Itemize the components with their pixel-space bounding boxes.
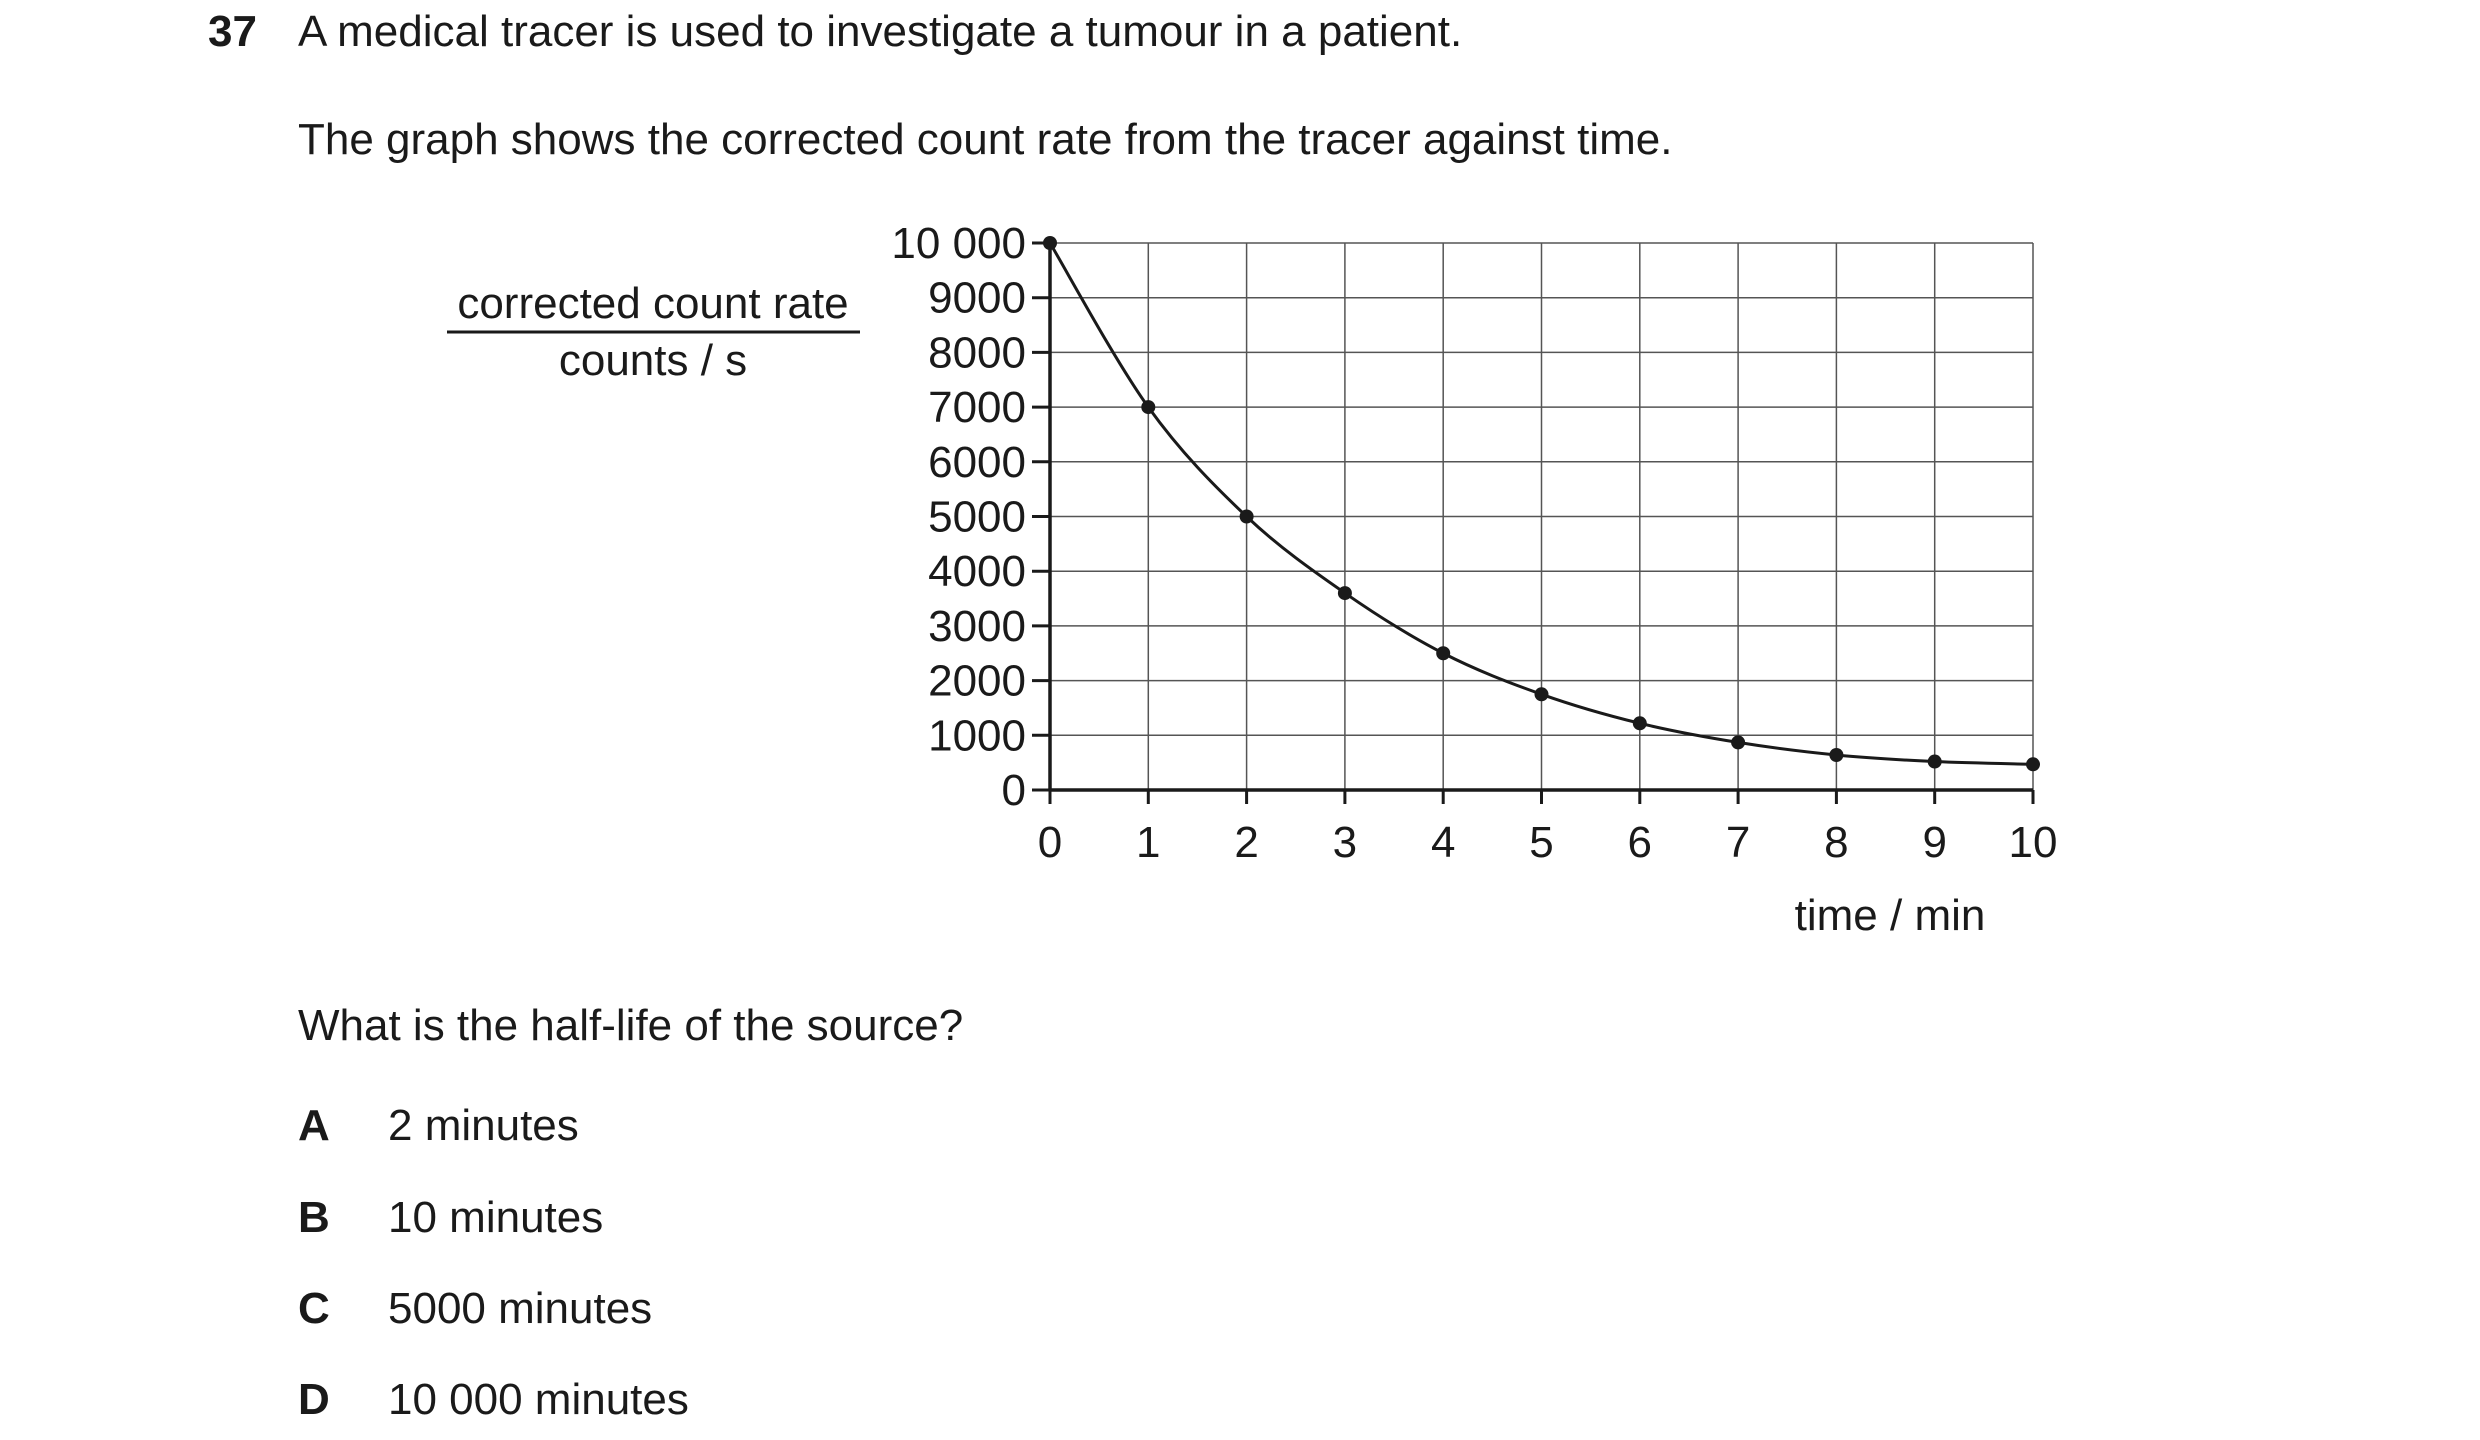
y-tick-label: 2000 — [928, 657, 1026, 706]
option-b: B 10 minutes — [298, 1190, 603, 1246]
chart-grid — [1049, 242, 2034, 791]
x-tick-label: 3 — [1333, 818, 1357, 867]
question-prompt: What is the half-life of the source? — [298, 1001, 964, 1050]
data-point — [1632, 716, 1647, 731]
x-tick-label: 4 — [1431, 818, 1455, 867]
option-letter: B — [298, 1193, 330, 1242]
decay-chart: 0 1000 2000 3000 4000 5000 6000 7000 8000 9000 10 … — [447, 219, 2057, 940]
option-letter: C — [298, 1284, 330, 1333]
option-text: 10 minutes — [388, 1193, 604, 1242]
data-point — [1141, 400, 1156, 415]
data-point — [1337, 586, 1352, 601]
graph-description: The graph shows the corrected count rate… — [298, 115, 1673, 164]
data-point — [1829, 747, 1844, 762]
y-tick-label: 1000 — [928, 711, 1026, 760]
x-tick-label: 7 — [1726, 818, 1750, 867]
chart-curve — [1048, 242, 2034, 766]
question-number: 37 — [208, 7, 257, 56]
option-letter: D — [298, 1375, 330, 1424]
option-text: 5000 minutes — [388, 1284, 653, 1333]
x-axis-title: time / min — [1795, 891, 1986, 940]
y-tick-label: 8000 — [928, 328, 1026, 377]
option-text: 2 minutes — [388, 1101, 579, 1150]
y-tick-label: 7000 — [928, 383, 1026, 432]
chart-axes — [1032, 241, 2035, 804]
x-tick-label: 5 — [1529, 818, 1553, 867]
chart-points — [1043, 236, 2040, 772]
x-tick-label: 1 — [1136, 818, 1160, 867]
y-axis-title: corrected count rate counts / s — [447, 279, 860, 385]
y-tick-label: 4000 — [928, 547, 1026, 596]
x-tick-label: 6 — [1628, 818, 1652, 867]
y-tick-label: 9000 — [928, 274, 1026, 323]
y-tick-label: 3000 — [928, 602, 1026, 651]
y-axis-title-top: corrected count rate — [457, 279, 848, 328]
data-point — [1927, 754, 1942, 769]
y-axis-title-bottom: counts / s — [559, 336, 747, 385]
data-point — [2026, 757, 2040, 772]
data-point — [1239, 509, 1254, 524]
y-tick-label: 6000 — [928, 438, 1026, 487]
option-letter: A — [298, 1101, 330, 1150]
data-point — [1436, 646, 1451, 661]
data-point — [1731, 735, 1746, 750]
option-d: D 10 000 minutes — [298, 1372, 689, 1428]
series-line — [1048, 242, 2034, 766]
question-intro: A medical tracer is used to investigate … — [298, 7, 1463, 56]
option-c: C 5000 minutes — [298, 1281, 652, 1337]
y-tick-label: 0 — [1002, 766, 1026, 815]
x-tick-label: 10 — [2009, 818, 2058, 867]
option-a: A 2 minutes — [298, 1098, 579, 1154]
x-tick-label: 8 — [1824, 818, 1848, 867]
x-tick-label: 2 — [1234, 818, 1258, 867]
data-point — [1043, 236, 1057, 250]
chart-tick-labels: 0 1000 2000 3000 4000 5000 6000 7000 8000 9000 10 … — [891, 219, 2057, 867]
x-tick-label: 0 — [1038, 818, 1062, 867]
x-tick-label: 9 — [1922, 818, 1946, 867]
data-point — [1534, 687, 1549, 702]
option-text: 10 000 minutes — [388, 1375, 689, 1424]
y-tick-label: 10 000 — [891, 219, 1026, 268]
y-tick-label: 5000 — [928, 493, 1026, 542]
